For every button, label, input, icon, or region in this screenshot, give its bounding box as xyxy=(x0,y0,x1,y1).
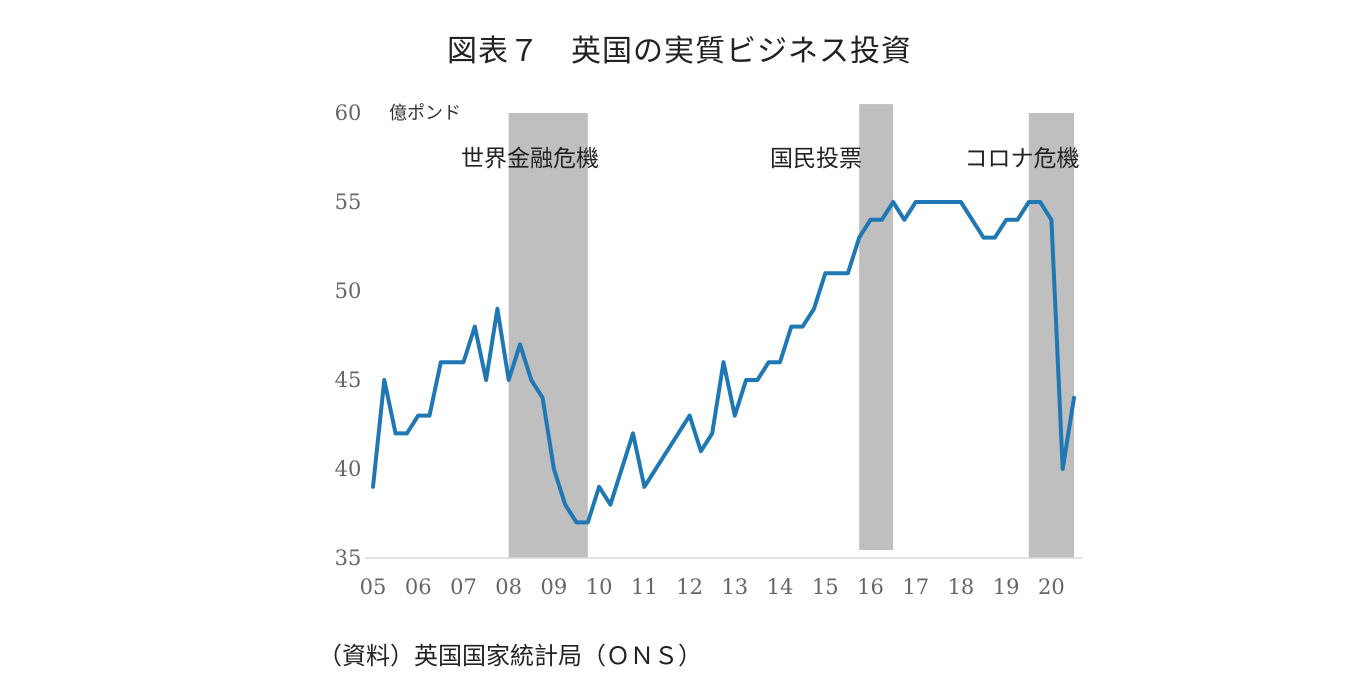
annotation-label: コロナ危機 xyxy=(965,146,1080,172)
y-axis-unit-label: 億ポンド xyxy=(389,103,461,124)
x-tick-label: 11 xyxy=(631,575,658,599)
x-tick-label: 20 xyxy=(1038,575,1065,599)
x-tick-label: 14 xyxy=(767,575,794,599)
y-tick-label: 55 xyxy=(335,190,362,214)
y-tick-label: 40 xyxy=(335,457,362,481)
x-tick-label: 10 xyxy=(586,575,613,599)
y-tick-label: 45 xyxy=(335,368,362,392)
annotation-label: 国民投票 xyxy=(770,146,862,172)
y-tick-label: 50 xyxy=(335,279,362,303)
x-tick-label: 18 xyxy=(948,575,975,599)
x-tick-label: 13 xyxy=(721,575,748,599)
x-tick-label: 19 xyxy=(993,575,1020,599)
shaded-period xyxy=(1028,113,1074,558)
shaded-periods xyxy=(508,104,1074,558)
y-tick-label: 35 xyxy=(335,546,362,570)
source-note: （資料）英国国家統計局（ＯＮＳ） xyxy=(318,642,702,670)
y-axis-ticks: 35 40 45 50 55 60 xyxy=(335,101,362,570)
chart-title: 図表７ 英国の実質ビジネス投資 xyxy=(447,34,912,69)
series-line xyxy=(371,200,1076,525)
x-axis-ticks: 05 06 07 08 09 10 11 12 13 14 15 16 17 18 19 20 xyxy=(360,575,1065,599)
x-tick-label: 07 xyxy=(450,575,477,599)
x-tick-label: 09 xyxy=(541,575,568,599)
period-annotations: 世界金融危機 国民投票 コロナ危機 xyxy=(461,146,1080,172)
y-tick-label: 60 xyxy=(335,101,362,125)
x-tick-label: 12 xyxy=(676,575,703,599)
annotation-label: 世界金融危機 xyxy=(461,146,599,172)
x-tick-label: 08 xyxy=(495,575,522,599)
x-tick-label: 06 xyxy=(405,575,432,599)
x-tick-label: 16 xyxy=(857,575,884,599)
x-tick-label: 17 xyxy=(902,575,929,599)
shaded-period xyxy=(859,104,894,550)
x-tick-label: 05 xyxy=(360,575,387,599)
x-tick-label: 15 xyxy=(812,575,839,599)
shaded-period xyxy=(508,113,588,558)
